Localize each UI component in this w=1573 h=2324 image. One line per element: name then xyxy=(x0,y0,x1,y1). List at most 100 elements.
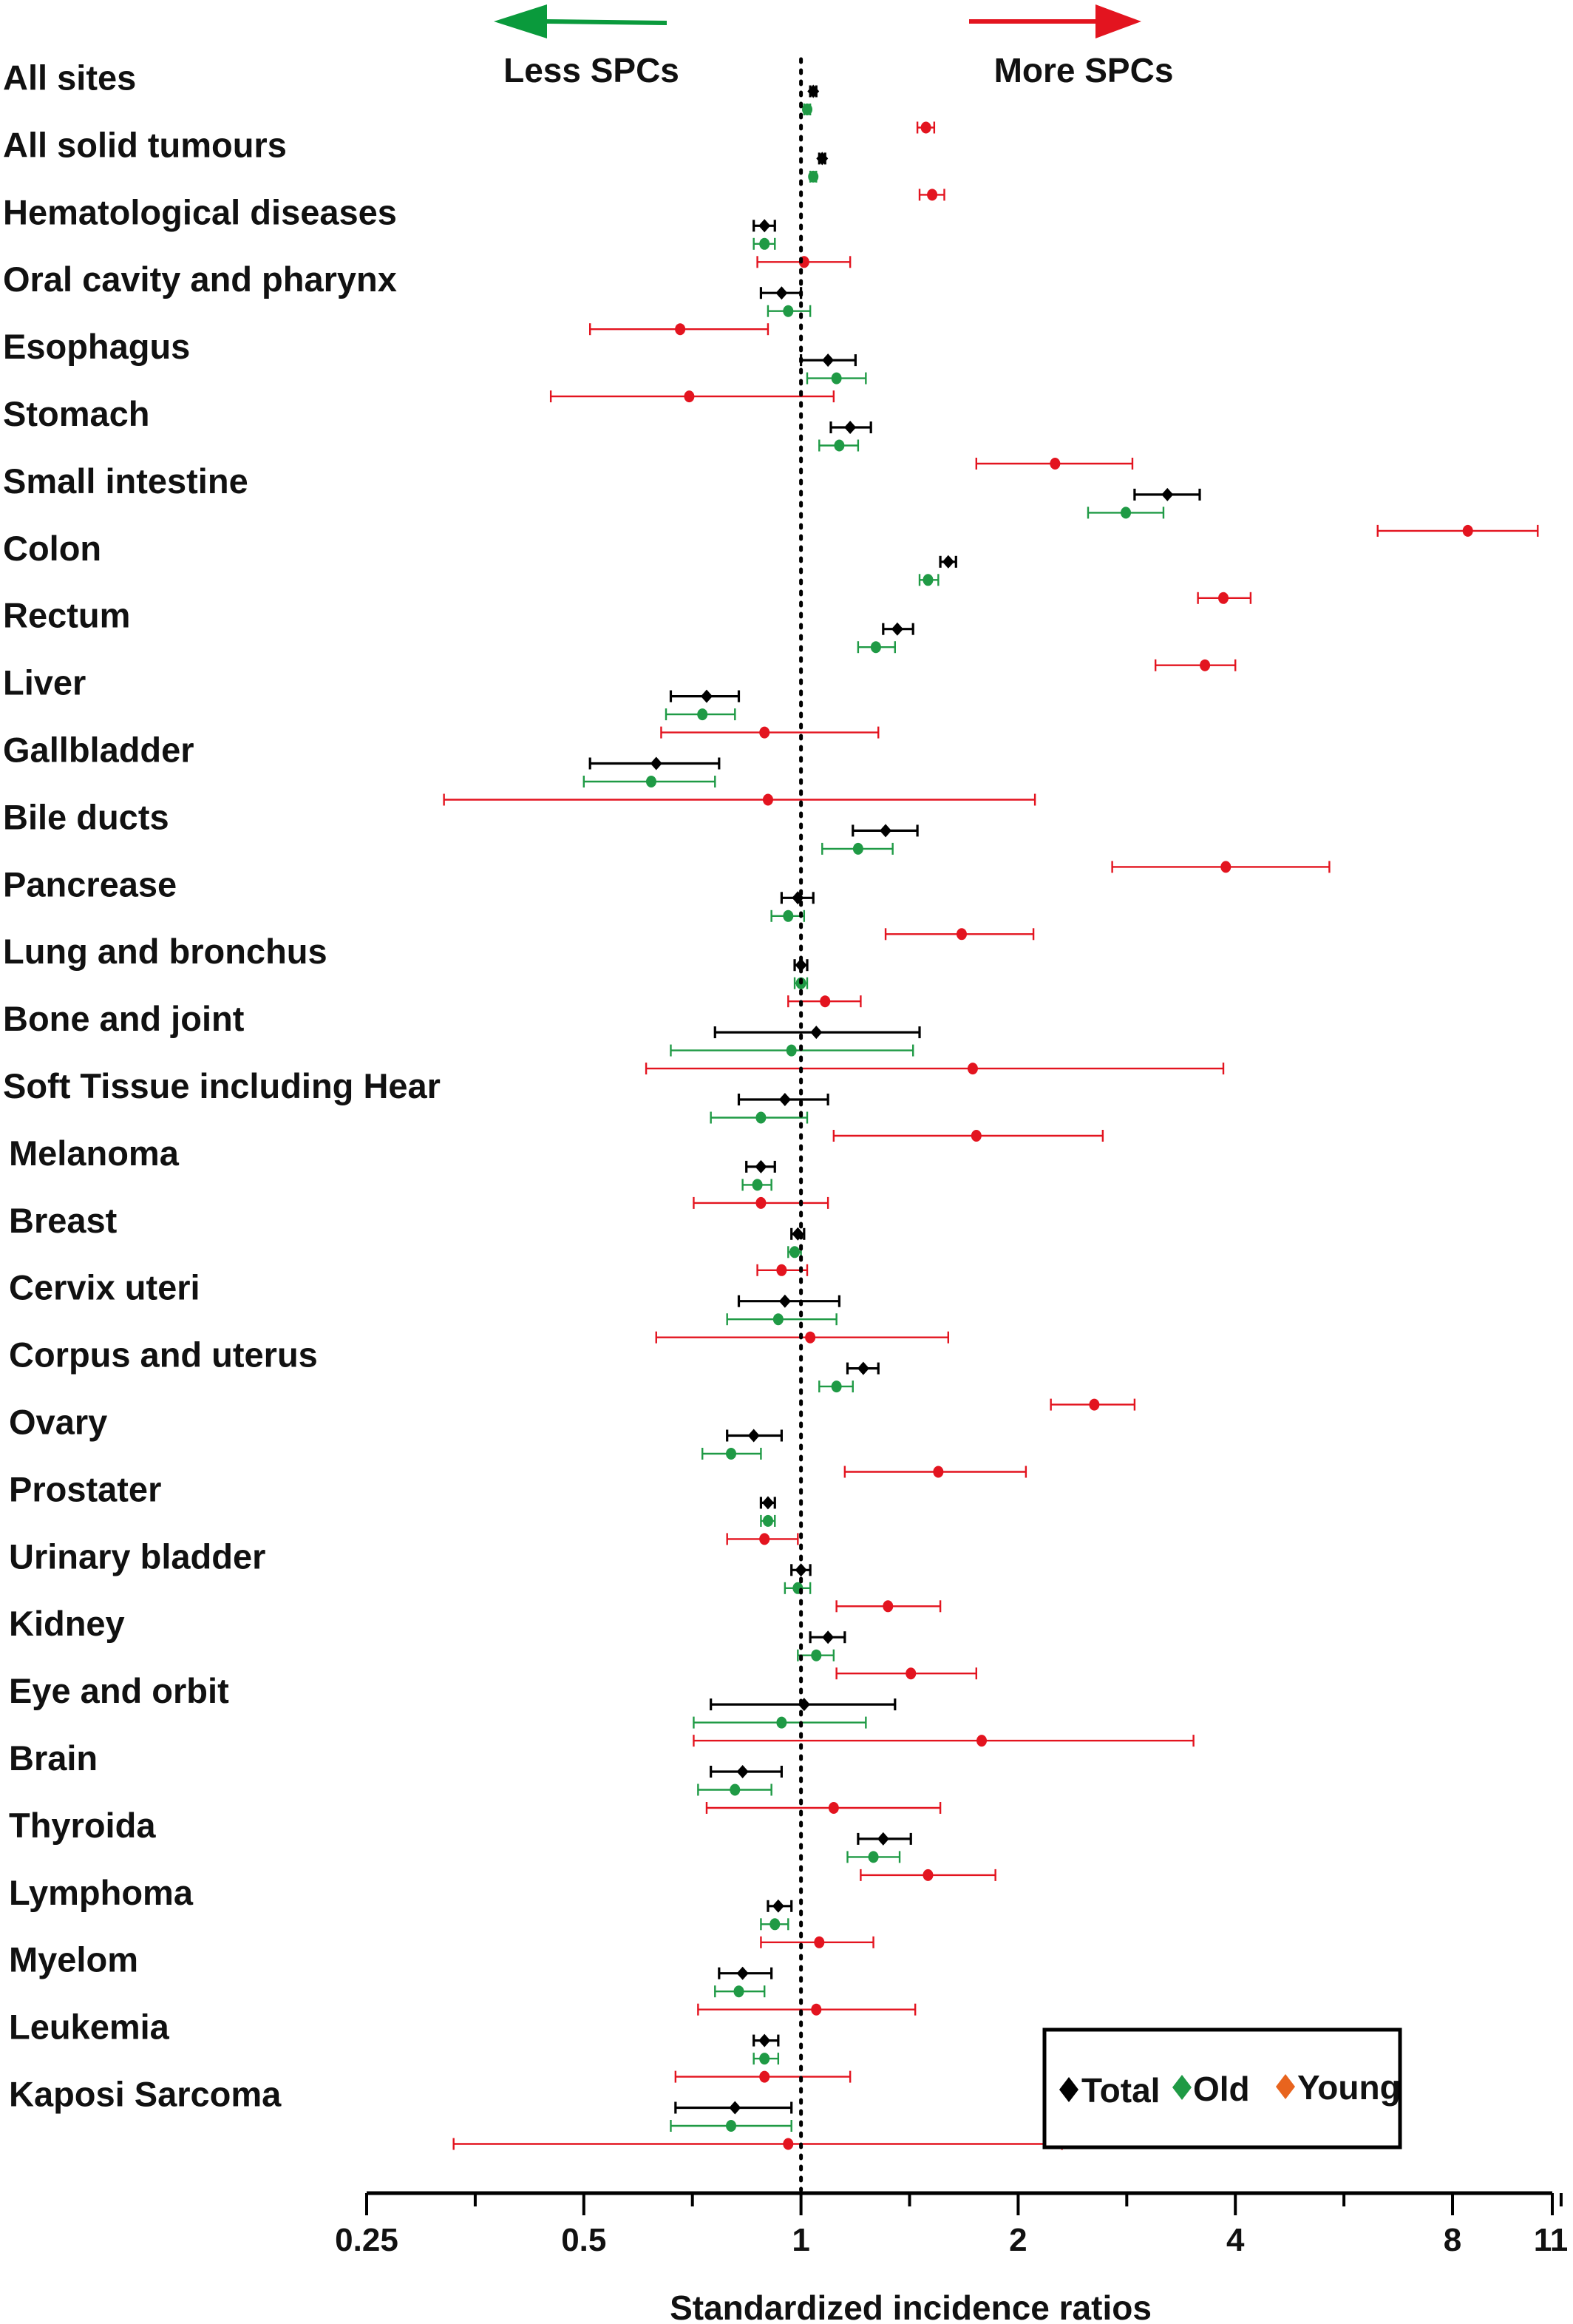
young-point xyxy=(828,1802,839,1814)
row-esophagus: Esophagus xyxy=(3,327,867,403)
total-point xyxy=(736,1765,749,1778)
row-thyroida: Thyroida xyxy=(9,1806,996,1881)
legend-old-marker xyxy=(1172,2075,1192,2100)
total-point xyxy=(775,286,788,300)
total-point xyxy=(758,219,771,233)
total-point xyxy=(778,1093,791,1106)
young-point xyxy=(759,1533,770,1545)
x-tick-label: 11 xyxy=(1534,2222,1569,2258)
young-point xyxy=(811,2003,822,2016)
x-axis: 0.25 0.5 1 2 4 8 11 xyxy=(335,2191,1569,2258)
young-point xyxy=(1050,458,1061,470)
row-label: Breast xyxy=(9,1201,118,1240)
row-label: Corpus and uterus xyxy=(9,1335,318,1375)
young-point xyxy=(927,189,938,201)
young-point xyxy=(814,1936,825,1948)
row-small-intestine: Small intestine xyxy=(3,461,1539,537)
old-point xyxy=(811,1649,822,1661)
old-point xyxy=(752,1179,763,1191)
young-point xyxy=(675,323,686,336)
row-label: Stomach xyxy=(3,394,150,433)
x-tick-label: 0.25 xyxy=(335,2222,398,2258)
row-label: Lymphoma xyxy=(9,1873,194,1912)
row-stomach: Stomach xyxy=(3,394,1134,470)
young-point xyxy=(1089,1398,1100,1411)
less-spcs-label: Less SPCs xyxy=(503,51,679,89)
total-point xyxy=(816,152,829,166)
young-point xyxy=(783,2138,794,2150)
old-point xyxy=(923,574,934,586)
row-label: Myelom xyxy=(9,1940,138,1979)
young-point xyxy=(1218,592,1229,604)
row-label: Bone and joint xyxy=(3,999,245,1038)
total-point xyxy=(755,1159,767,1173)
row-oral-cavity-and-pharynx: Oral cavity and pharynx xyxy=(3,260,812,336)
young-point xyxy=(776,1264,787,1276)
row-brain: Brain xyxy=(9,1738,942,1814)
total-point xyxy=(822,353,835,367)
row-liver: Liver xyxy=(3,663,880,739)
old-point xyxy=(852,842,863,855)
total-point xyxy=(761,1496,774,1510)
total-point xyxy=(942,555,954,569)
total-point xyxy=(700,689,713,703)
row-label: All sites xyxy=(3,58,136,98)
row-label: All solid tumours xyxy=(3,125,287,164)
total-point xyxy=(1161,487,1174,501)
row-label: Rectum xyxy=(3,596,130,635)
direction-arrows: Less SPCs More SPCs xyxy=(494,4,1173,89)
total-point xyxy=(736,1966,749,1980)
young-point xyxy=(805,1331,816,1344)
legend-young-marker xyxy=(1276,2074,1295,2099)
total-point xyxy=(810,1026,823,1040)
young-point xyxy=(759,2070,770,2083)
row-rectum: Rectum xyxy=(3,596,1237,671)
old-point xyxy=(772,1313,784,1326)
total-point xyxy=(650,756,662,770)
young-point xyxy=(971,1130,982,1142)
old-point xyxy=(759,237,770,250)
young-point xyxy=(933,1466,944,1478)
young-point xyxy=(1462,524,1473,537)
young-point xyxy=(976,1735,988,1747)
row-all-solid-tumours: All solid tumours xyxy=(3,125,945,201)
young-point xyxy=(920,121,931,134)
row-prostater: Prostater xyxy=(9,1469,799,1545)
row-gallbladder: Gallbladder xyxy=(3,731,1036,806)
row-bile-ducts: Bile ducts xyxy=(3,797,1331,873)
young-point xyxy=(759,726,770,739)
young-point xyxy=(906,1667,917,1680)
young-point xyxy=(684,390,695,403)
row-eye-and-orbit: Eye and orbit xyxy=(9,1671,1195,1747)
row-label: Ovary xyxy=(9,1403,107,1442)
row-urinary-bladder: Urinary bladder xyxy=(9,1537,942,1613)
old-point xyxy=(755,1111,767,1124)
old-point xyxy=(759,2053,770,2065)
row-corpus-and-uterus: Corpus and uterus xyxy=(9,1335,1136,1411)
total-point xyxy=(857,1361,869,1375)
plot-rows: All sites All solid tumours Hematological … xyxy=(3,58,1539,2150)
old-point xyxy=(802,104,813,115)
row-soft-tissue-including-hear: Soft Tissue including Hear xyxy=(3,1066,1104,1142)
legend-old-label: Old xyxy=(1193,2070,1250,2108)
total-point xyxy=(772,1899,784,1913)
total-point xyxy=(778,1294,791,1308)
row-all-sites: All sites xyxy=(3,58,936,134)
old-point xyxy=(808,170,819,183)
old-point xyxy=(697,708,708,721)
legend-box xyxy=(1042,2027,1402,2149)
total-point xyxy=(880,824,892,838)
row-label: Oral cavity and pharynx xyxy=(3,260,397,299)
young-point xyxy=(755,1196,767,1209)
row-kaposi-sarcoma: Kaposi Sarcoma xyxy=(9,2075,1063,2150)
old-point xyxy=(789,1246,801,1258)
row-label: Hematological diseases xyxy=(3,192,397,231)
young-point xyxy=(820,995,831,1008)
young-point xyxy=(1200,659,1211,671)
row-leukemia: Leukemia xyxy=(9,2008,852,2083)
old-point xyxy=(733,1985,744,1998)
old-point xyxy=(870,641,881,654)
row-colon: Colon xyxy=(3,529,1252,604)
old-point xyxy=(834,439,845,452)
